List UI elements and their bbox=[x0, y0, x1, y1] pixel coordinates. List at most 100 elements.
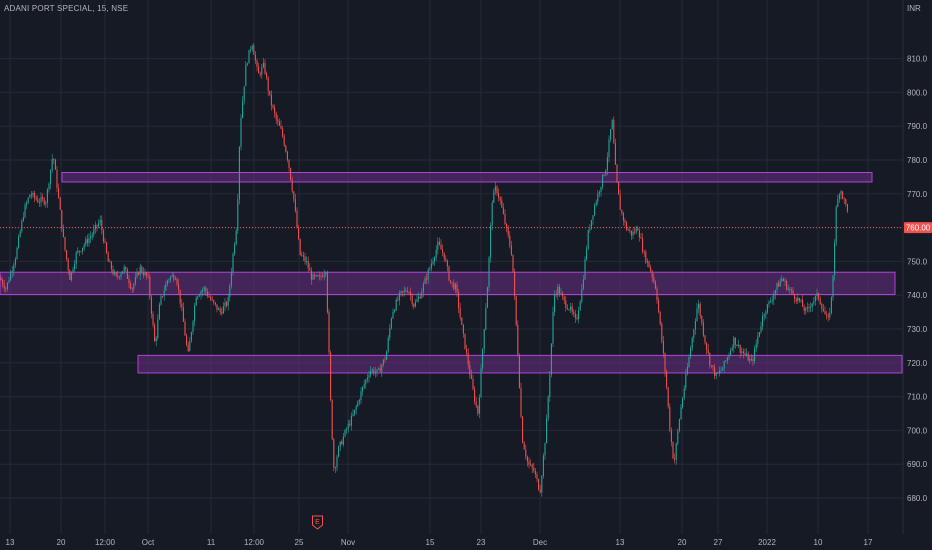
candle-body bbox=[398, 292, 400, 301]
candle-body bbox=[418, 296, 420, 300]
candle-body bbox=[429, 267, 431, 270]
candle-body bbox=[669, 406, 671, 431]
candle-body bbox=[541, 475, 543, 493]
candle-body bbox=[88, 238, 90, 244]
candle-body bbox=[80, 251, 82, 253]
candle-body bbox=[56, 169, 58, 189]
candle-body bbox=[613, 119, 615, 144]
candle-body bbox=[387, 337, 389, 352]
candle-body bbox=[470, 374, 472, 379]
candle-body bbox=[816, 293, 818, 297]
candle-body bbox=[194, 305, 196, 322]
candle-body bbox=[842, 191, 844, 199]
price-tick-label: 690.0 bbox=[907, 460, 928, 469]
candle-body bbox=[453, 282, 455, 290]
candle-body bbox=[760, 326, 762, 332]
candle-body bbox=[181, 303, 183, 308]
candle-body bbox=[386, 351, 388, 360]
candle-body bbox=[570, 306, 572, 310]
price-zone[interactable] bbox=[61, 172, 873, 183]
candle-body bbox=[786, 280, 788, 290]
candle-body bbox=[93, 229, 95, 235]
candle-body bbox=[486, 287, 488, 309]
candle-body bbox=[403, 290, 405, 292]
candle-body bbox=[336, 456, 338, 468]
candle-body bbox=[406, 291, 408, 293]
candle-body bbox=[264, 62, 266, 74]
candle-body bbox=[645, 251, 647, 263]
candle-body bbox=[443, 252, 445, 259]
candlestick-series bbox=[0, 42, 848, 497]
candle-body bbox=[330, 352, 332, 400]
candle-body bbox=[810, 307, 812, 308]
candle-body bbox=[462, 325, 464, 334]
time-tick-label: Nov bbox=[341, 538, 355, 547]
price-tick-label: 680.0 bbox=[907, 494, 928, 503]
candle-body bbox=[606, 157, 608, 171]
candle-body bbox=[699, 303, 701, 317]
candle-body bbox=[680, 407, 682, 420]
candle-body bbox=[779, 281, 781, 287]
candle-body bbox=[547, 397, 549, 419]
candle-body bbox=[226, 302, 228, 306]
candle-body bbox=[456, 284, 458, 293]
time-axis[interactable]: 13 20 12:00 Oct 11 12:00 25 Nov 15 23 Dec 13 20 27 202… bbox=[6, 538, 873, 547]
candle-body bbox=[603, 174, 605, 176]
candle-body bbox=[472, 378, 474, 390]
candle-body bbox=[426, 278, 428, 280]
candle-body bbox=[821, 303, 823, 310]
candle-body bbox=[554, 294, 556, 312]
candle-body bbox=[242, 100, 244, 118]
price-zone[interactable] bbox=[0, 271, 896, 296]
candle-body bbox=[664, 353, 666, 372]
candle-body bbox=[246, 63, 248, 65]
candle-body bbox=[5, 288, 7, 290]
candle-body bbox=[611, 119, 613, 130]
candle-body bbox=[584, 259, 586, 280]
candle-body bbox=[238, 147, 240, 200]
earnings-flag-icon bbox=[312, 515, 323, 530]
time-tick-label: 10 bbox=[814, 538, 823, 547]
candle-body bbox=[555, 294, 557, 296]
price-zone[interactable] bbox=[137, 354, 903, 374]
candle-body bbox=[827, 315, 829, 318]
candle-body bbox=[358, 400, 360, 402]
earnings-marker[interactable]: E bbox=[312, 515, 323, 530]
candle-body bbox=[538, 479, 540, 490]
candle-body bbox=[280, 125, 282, 129]
candle-body bbox=[558, 286, 560, 294]
candle-body bbox=[269, 90, 271, 95]
candle-body bbox=[112, 269, 114, 274]
candle-body bbox=[266, 73, 268, 78]
candle-body bbox=[200, 291, 202, 296]
candle-body bbox=[654, 281, 656, 289]
candle-body bbox=[114, 272, 116, 274]
candle-body bbox=[542, 455, 544, 476]
candle-body bbox=[659, 311, 661, 325]
candle-body bbox=[421, 291, 423, 299]
symbol-title: ADANI PORT SPECIAL, 15, NSE bbox=[4, 4, 129, 13]
candle-body bbox=[459, 307, 461, 318]
candle-body bbox=[304, 256, 306, 262]
candle-body bbox=[533, 467, 535, 471]
candle-body bbox=[344, 429, 346, 437]
candle-body bbox=[507, 227, 509, 236]
candle-body bbox=[608, 139, 610, 158]
candle-body bbox=[253, 45, 255, 55]
candle-body bbox=[774, 289, 776, 295]
candle-body bbox=[325, 272, 327, 274]
candle-body bbox=[333, 439, 335, 468]
candle-body bbox=[72, 269, 74, 272]
candle-body bbox=[19, 231, 21, 237]
candle-body bbox=[395, 299, 397, 311]
candle-body bbox=[210, 297, 212, 300]
candle-body bbox=[120, 273, 122, 278]
candle-body bbox=[589, 228, 591, 231]
candle-body bbox=[69, 270, 71, 280]
candle-body bbox=[341, 441, 343, 445]
candle-body bbox=[754, 348, 756, 362]
time-tick-label: 17 bbox=[864, 538, 873, 547]
price-tick-label: 730.0 bbox=[907, 325, 928, 334]
candle-body bbox=[173, 275, 175, 280]
